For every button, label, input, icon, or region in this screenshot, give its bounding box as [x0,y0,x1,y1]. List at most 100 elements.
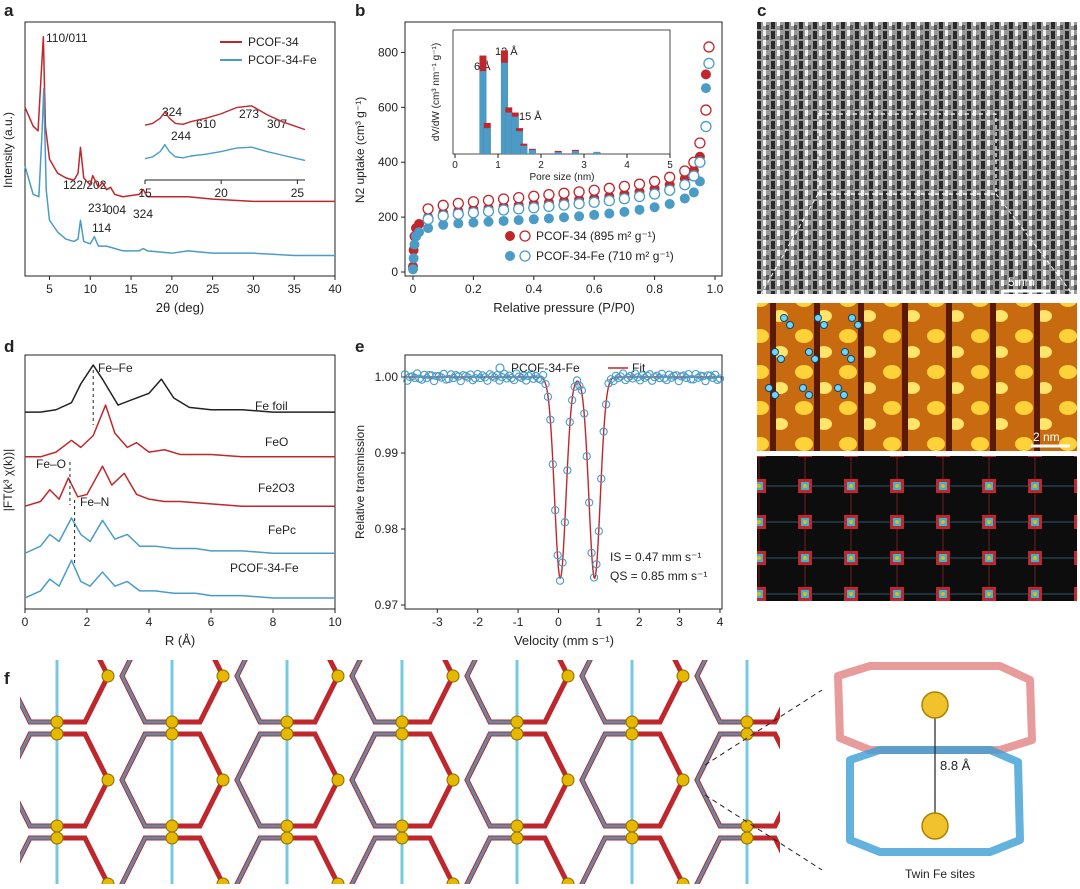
panel-b-y-tick-label: 0 [391,265,398,279]
des-point-0 [482,194,495,207]
mossbauer-point [604,379,613,388]
des-point-0 [700,104,712,116]
mossbauer-point [667,373,676,382]
panel-a-x-tick-label: 5 [46,282,53,296]
panel-c-microscopy: 5 nm 2 nm [757,22,1077,601]
mossbauer-point [505,371,514,380]
panel-e-x-tick-label: 2 [636,615,643,629]
panel-a-x-tick-label: 25 [206,282,220,296]
mossbauer-point [594,527,603,536]
inset-label-610: 610 [196,117,216,131]
legend-marker-data [495,363,505,373]
panel-d-exafs-chart: |FT(k³ χ(k))| R (Å) Fe foil FeO Fe2O3 Fe… [1,354,342,648]
label-pcof34fe: PCOF-34-Fe [230,561,299,575]
ads-point-1 [619,206,630,217]
mossbauer-point [548,460,557,469]
pore-bar-blue [511,116,519,154]
fe-site-markers [765,314,862,399]
annotation-110-011: 110/011 [46,31,88,45]
mossbauer-fit-line [405,376,722,579]
inset-xlabel: Pore size (nm) [529,172,594,183]
mossbauer-point [473,369,482,379]
mossbauer-point [706,371,715,380]
des-point-0 [528,190,540,202]
des-point-1 [422,213,434,225]
des-point-0 [664,171,676,183]
panel-a-x-tick-label: 30 [247,282,261,296]
panel-b-x-tick-label: 0 [410,282,417,296]
pore-bar-blue [483,128,491,154]
mossbauer-point [623,373,633,382]
panel-e-x-tick-label: 3 [676,615,683,629]
des-point-1 [543,200,555,213]
panel-e-y-tick-label: 1.00 [375,370,399,384]
label-fe2o3: Fe2O3 [258,481,295,495]
mossbauer-point [543,392,553,401]
panel-b-x-tick-label: 0.4 [525,282,542,296]
panel-label-a: a [4,1,14,20]
mossbauer-point [568,396,577,405]
panel-a-frame [24,21,336,277]
ads-point-1 [498,215,509,226]
pore-bar-blue [516,131,523,154]
pore-bar-blue [593,151,601,154]
ads-point-1 [634,204,645,215]
des-point-1 [467,207,480,219]
panel-b-x-tick-label: 1.0 [707,282,724,296]
mossbauer-point [449,373,458,383]
ads-point-1 [574,211,585,222]
panel-e-x-tick-label: -1 [513,615,524,629]
ads-point-1 [589,209,600,220]
ads-point-1 [409,239,420,250]
pore-x-tick-label: 5 [667,160,673,171]
panel-b-xlabel: Relative pressure (P/P0) [493,300,635,315]
panel-e-xlabel: Velocity (mm s⁻¹) [514,633,614,648]
des-point-0 [603,182,615,194]
legend-marker-pcof34-ads [505,231,515,241]
des-point-1 [703,57,715,70]
des-point-1 [618,193,631,205]
tem-image [757,22,1077,294]
panel-b-ylabel: N2 uptake (cm³ g⁻¹) [353,97,367,203]
panel-a-x-tick-label: 20 [165,282,179,296]
des-point-1 [700,120,712,133]
mossbauer-point [558,558,567,567]
twin-fe-caption: Twin Fe sites [905,867,975,881]
panel-label-f: f [4,669,10,688]
pore-bar-blue [479,71,487,154]
legend-marker-pcof34fe-ads [505,251,515,261]
ads-point-1 [414,227,425,238]
pore-x-tick-label: 3 [581,160,587,171]
mossbauer-point [652,371,662,380]
ads-point-1 [408,264,418,275]
des-point-0 [679,165,691,177]
panel-e-x-tick-label: 0 [555,615,562,629]
mossbauer-point [560,518,570,527]
legend-label-pcof34fe-area: PCOF-34-Fe (710 m² g⁻¹) [536,249,674,263]
panel-a-x-tick-label: 40 [328,282,342,296]
legend-label-pcof34: PCOF-34 [248,35,299,49]
fe-distance-label: 8.8 Å [940,758,971,773]
ads-point-0 [414,218,425,229]
ads-point-1 [513,215,524,226]
inset-label-244: 244 [171,129,191,143]
panel-b-y-tick-label: 600 [378,100,398,114]
des-point-1 [513,203,525,215]
des-point-1 [688,170,700,182]
annotation-qs: QS = 0.85 mm s⁻¹ [610,569,707,583]
ads-point-1 [700,83,711,94]
label-feo: FeO [265,435,288,449]
panel-e-x-tick-label: -2 [472,615,483,629]
mossbauer-point [536,375,545,384]
panel-a-x-tick-label: 15 [124,282,138,296]
des-point-0 [558,187,570,199]
mossbauer-point [582,452,591,461]
panel-a-x-tick-label: 10 [84,282,98,296]
annotation-fe-fe: Fe–Fe [98,361,133,375]
des-point-0 [543,188,555,201]
ads-point-1 [453,218,464,229]
panel-a-legend: PCOF-34 PCOF-34-Fe [220,35,317,67]
annotation-114: 114 [92,221,111,235]
des-point-0 [648,175,661,188]
scalebar-2nm-label: 2 nm [1033,430,1060,444]
